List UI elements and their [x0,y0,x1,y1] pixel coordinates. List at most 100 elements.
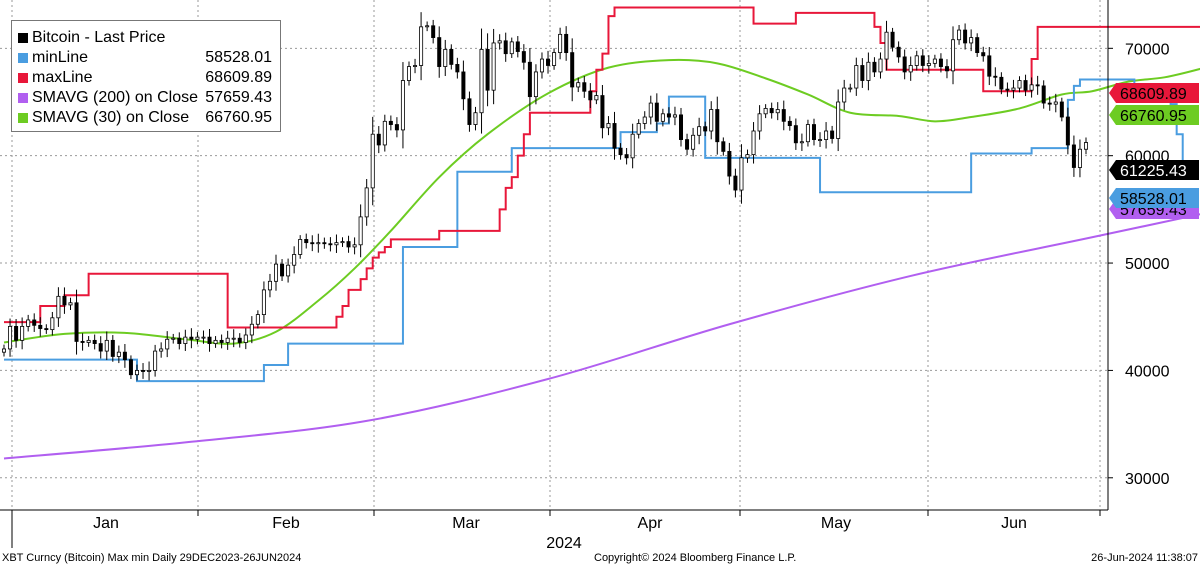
y-tick-label: 40000 [1125,363,1170,380]
candle-body [1005,88,1010,91]
candle [461,60,466,111]
candle [171,333,176,344]
candle-body [630,133,635,159]
candle [1035,75,1040,95]
candle-body [237,337,242,343]
candle-body [346,241,351,248]
candle-body [455,64,460,73]
candle-body [811,124,816,140]
candle [1065,107,1070,155]
candle [370,116,375,206]
candlesticks [2,12,1089,381]
candle [914,50,919,71]
candle [636,119,641,139]
candle-body [1023,80,1028,91]
candle [697,117,702,145]
legend-label: minLine [32,49,89,66]
candle [376,126,381,154]
candle [576,77,581,93]
candle-body [274,263,279,282]
candle [413,58,418,74]
candle [1059,97,1064,122]
candle [630,123,635,169]
candle [292,246,297,274]
candle-body [122,351,127,361]
candle [866,52,871,91]
candle-body [116,351,121,357]
candle-body [884,31,889,60]
candle-body [334,242,339,246]
candle-body [461,71,466,100]
candle-body [1053,101,1058,105]
candle [733,168,738,198]
sma30-line [3,58,1200,345]
candle-body [225,337,230,343]
candle [201,330,206,344]
candle [842,79,847,111]
candle [267,273,272,298]
price-tag: 58528.01 [1109,188,1199,208]
candle [310,235,315,252]
candle [672,106,677,126]
candle [479,28,484,134]
candle-body [388,120,393,125]
candle [8,318,13,357]
candle [261,281,266,324]
candle [987,47,992,86]
candle [757,105,762,140]
candle [255,310,260,329]
candle-body [878,58,883,73]
candle-body [292,254,297,266]
candle-body [666,113,671,118]
candle [20,317,25,350]
candle-body [183,336,188,344]
candle [189,328,194,349]
candle-body [286,264,291,277]
candle-body [654,102,659,122]
candle [957,24,962,45]
candle-body [128,359,133,376]
candle [165,331,170,358]
candle [824,122,829,149]
candle [437,26,442,78]
candle-body [171,337,176,340]
x-tick-label: Feb [272,515,300,532]
candle [618,143,623,160]
candle [274,254,279,291]
candle-body [267,280,272,291]
candle-body [316,242,321,245]
candle [606,116,611,136]
candle-body [110,339,115,357]
candle [328,237,333,252]
candle [751,122,756,164]
candle [1029,77,1034,98]
candle-body [2,348,7,353]
candle [485,33,490,107]
candle [878,52,883,79]
candle [32,313,37,332]
candle [515,36,520,58]
candle [455,57,460,79]
candle [745,149,750,163]
candle [62,287,67,314]
candle-body [68,302,73,306]
candle [322,237,327,249]
candle-body [370,133,375,189]
candle-body [914,55,919,66]
candle [92,334,97,350]
candle-body [322,242,327,245]
x-tick-labels: Jan Feb Mar Apr May Jun 2024 [93,515,1027,552]
candle-body [854,65,859,89]
candle-body [376,133,381,146]
candle [999,72,1004,95]
candle-body [969,37,974,44]
candle [872,57,877,78]
candle [932,54,937,68]
candle-body [261,289,266,315]
candle-body [1065,116,1070,146]
candle [818,132,823,147]
candle-body [981,52,986,57]
legend-item: SMAVG (200) on Close 57659.43 [18,89,276,108]
minline-path [4,78,1189,383]
candle-body [733,175,738,191]
